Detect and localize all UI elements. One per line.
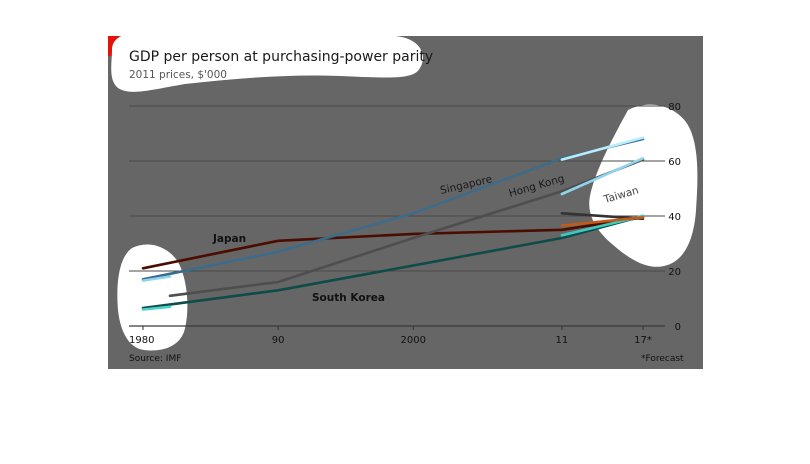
- y-tick-label: 40: [668, 212, 681, 223]
- series-lines: [141, 136, 645, 311]
- title-highlight: [111, 31, 423, 92]
- highlighted-series-segment: [560, 136, 645, 161]
- highlighted-series-segment: [141, 275, 172, 282]
- series-line-south-korea: [141, 214, 645, 310]
- x-tick-label: 1980: [129, 335, 154, 346]
- chart-title: GDP per person at purchasing-power parit…: [129, 49, 433, 65]
- series-label-japan: Japan: [212, 233, 246, 245]
- tick-labels: 0 20 40 60 80 1980 90 2000 11 17*: [129, 102, 681, 346]
- x-tick-label: 2000: [401, 335, 426, 346]
- series-label-south-korea: South Korea: [312, 292, 385, 304]
- x-tick-label: 90: [272, 335, 285, 346]
- chart-subtitle: 2011 prices, $'000: [129, 69, 227, 81]
- x-tick-label: 11: [556, 335, 569, 346]
- y-tick-label: 0: [675, 322, 681, 333]
- y-tick-label: 80: [668, 102, 681, 113]
- forecast-note: *Forecast: [641, 354, 684, 364]
- highlighted-series-segment: [560, 216, 645, 227]
- series-line-japan: [141, 216, 645, 270]
- highlighted-series-segment: [141, 305, 172, 311]
- y-tick-label: 20: [668, 267, 681, 278]
- x-tick-label: 17*: [634, 335, 652, 346]
- gridlines: [129, 105, 665, 330]
- highlighted-series-segment: [560, 157, 645, 196]
- y-tick-label: 60: [668, 157, 681, 168]
- source-note: Source: IMF: [129, 354, 181, 364]
